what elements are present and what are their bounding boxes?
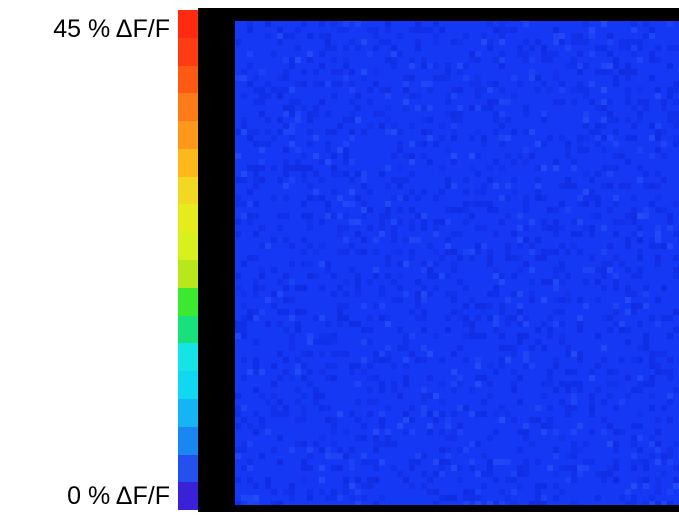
colorbar-step [178,148,198,177]
colorbar-step [178,287,198,316]
colorbar-step [178,10,198,38]
colorbar-step [178,260,198,288]
colorbar-step [178,371,198,399]
colorbar-step [178,398,198,427]
colorbar-step [178,204,198,233]
colorbar-max-label: 45 % ΔF/F [53,15,170,43]
colorbar [178,10,198,511]
colorbar-step [178,343,198,372]
colorbar-step [178,426,198,455]
colorbar-step [178,454,198,483]
colorbar-min-label: 0 % ΔF/F [67,482,170,510]
colorbar-step [178,232,198,261]
fluorescence-image [235,21,679,505]
colorbar-step [178,315,198,344]
colorbar-step [178,93,198,122]
colorbar-step [178,65,198,94]
image-frame [198,8,679,512]
colorbar-step [178,37,198,66]
colorbar-step [178,482,198,511]
fluorescence-texture [235,21,679,505]
colorbar-step [178,176,198,205]
colorbar-step [178,121,198,149]
